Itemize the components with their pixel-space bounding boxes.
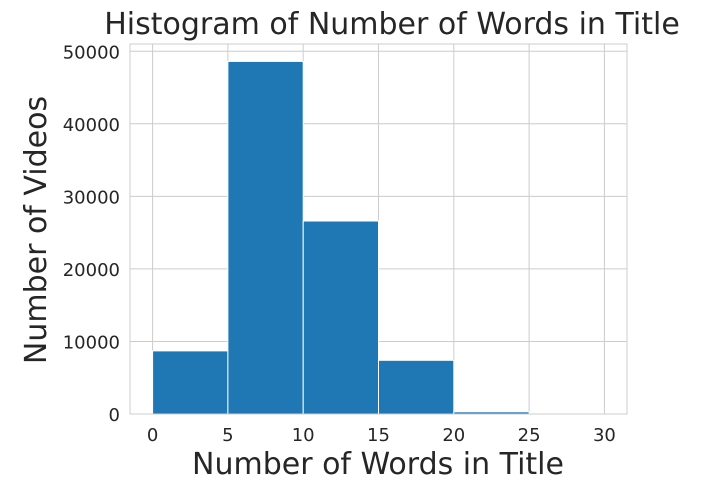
y-tick-labels: 0 10000 20000 30000 40000 50000 <box>63 42 120 426</box>
x-tick-label: 25 <box>518 425 541 446</box>
x-tick-label: 0 <box>147 425 158 446</box>
x-tick-label: 10 <box>292 425 315 446</box>
x-tick-label: 20 <box>442 425 465 446</box>
y-tick-label: 20000 <box>63 260 120 281</box>
histogram-bar <box>152 350 229 415</box>
plot-frame <box>129 43 628 415</box>
y-tick-label: 50000 <box>63 42 120 63</box>
bars <box>152 60 605 415</box>
y-tick-label: 10000 <box>63 332 120 353</box>
y-tick-label: 30000 <box>63 187 120 208</box>
histogram-bar <box>378 359 455 415</box>
x-tick-label: 15 <box>367 425 390 446</box>
histogram-bar <box>227 60 304 415</box>
y-axis-title: Number of Videos <box>19 96 54 364</box>
y-tick-label: 0 <box>109 405 120 426</box>
histogram-bar <box>302 220 379 415</box>
x-tick-label: 30 <box>593 425 616 446</box>
x-tick-label: 5 <box>222 425 233 446</box>
chart-title: Histogram of Number of Words in Title <box>104 7 680 42</box>
x-axis-title: Number of Words in Title <box>192 447 564 482</box>
x-tick-labels: 0 5 10 15 20 25 30 <box>147 425 616 446</box>
y-tick-label: 40000 <box>63 115 120 136</box>
